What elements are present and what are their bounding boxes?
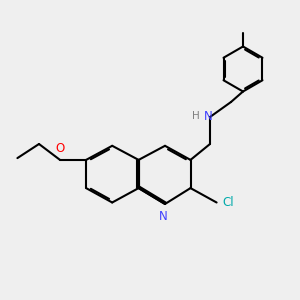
Text: H: H [192,110,200,121]
Text: N: N [204,110,213,124]
Text: N: N [159,210,168,223]
Text: Cl: Cl [223,196,234,209]
Text: O: O [56,142,64,155]
